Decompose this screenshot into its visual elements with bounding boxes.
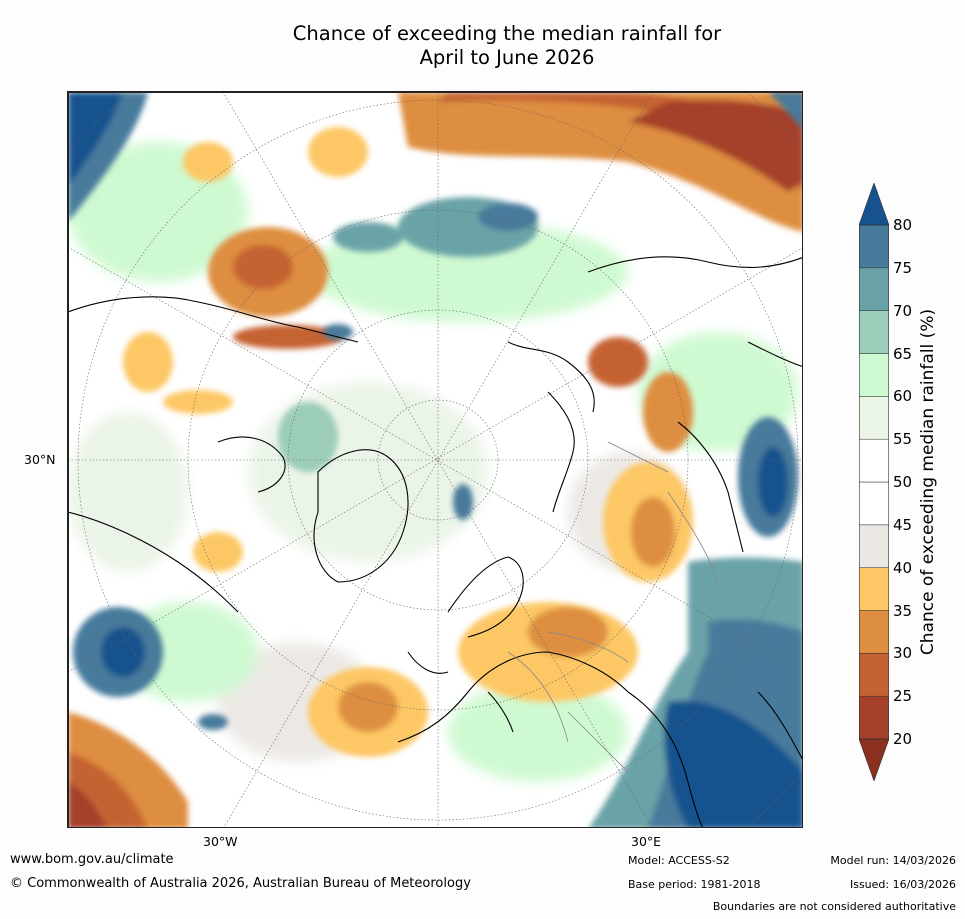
coastlines	[68, 256, 802, 827]
footer-disclaimer: Boundaries are not considered authoritat…	[712, 900, 956, 913]
footer-copyright: © Commonwealth of Australia 2026, Austra…	[10, 876, 471, 891]
colorbar-tick-30: 30	[893, 644, 913, 663]
colorbar-frame	[859, 224, 889, 740]
colorbar-segment	[859, 695, 889, 740]
colorbar-tick-35: 35	[893, 601, 913, 620]
colorbar-tick-65: 65	[893, 344, 913, 363]
colorbar-tick-55: 55	[893, 430, 913, 449]
colorbar-tick-40: 40	[893, 558, 913, 577]
colorbar-under-triangle	[859, 738, 889, 781]
colorbar-segment	[859, 396, 889, 440]
colorbar-label: Chance of exceeding median rainfall (%)	[918, 308, 938, 656]
colorbar-segment	[859, 438, 889, 483]
colorbar-tick-25: 25	[893, 687, 913, 706]
rainfall-map[interactable]	[67, 91, 803, 828]
lon-label-30e: 30°E	[631, 834, 662, 849]
colorbar-tick-20: 20	[893, 730, 913, 748]
colorbar-segment	[859, 481, 889, 526]
map-canvas	[68, 92, 802, 827]
colorbar-tick-50: 50	[893, 473, 913, 491]
title-line-2: April to June 2026	[419, 46, 595, 69]
colorbar-tick-80: 80	[893, 216, 913, 234]
footer-model-run: Model run: 14/03/2026	[830, 854, 956, 867]
colorbar-tick-60: 60	[893, 387, 913, 406]
colorbar-segment	[859, 653, 889, 697]
dry-anomalies	[68, 92, 802, 827]
colorbar-segment	[859, 353, 889, 397]
colorbar-segment	[859, 524, 889, 568]
colorbar	[859, 183, 889, 781]
colorbar-tick-70: 70	[893, 301, 913, 320]
footer-model: Model: ACCESS-S2	[628, 854, 730, 867]
colorbar-tick-45: 45	[893, 515, 913, 534]
colorbar-segment	[859, 267, 889, 311]
lon-label-30w: 30°W	[203, 834, 238, 849]
country-borders	[507, 441, 719, 773]
colorbar-tick-75: 75	[893, 258, 913, 277]
colorbar-segment	[859, 567, 889, 611]
colorbar-segment	[859, 610, 889, 654]
footer-base-period: Base period: 1981-2018	[628, 878, 761, 891]
colorbar-over-triangle	[859, 183, 889, 226]
footer-url[interactable]: www.bom.gov.au/climate	[10, 852, 174, 867]
graticule	[68, 92, 802, 827]
footer-issued: Issued: 16/03/2026	[849, 878, 956, 891]
lat-label-30n: 30°N	[24, 452, 56, 467]
title-line-1: Chance of exceeding the median rainfall …	[292, 22, 722, 45]
colorbar-segment	[859, 224, 889, 269]
colorbar-segment	[859, 310, 889, 354]
wet-anomalies	[68, 92, 802, 827]
map-title: Chance of exceeding the median rainfall …	[0, 22, 965, 70]
